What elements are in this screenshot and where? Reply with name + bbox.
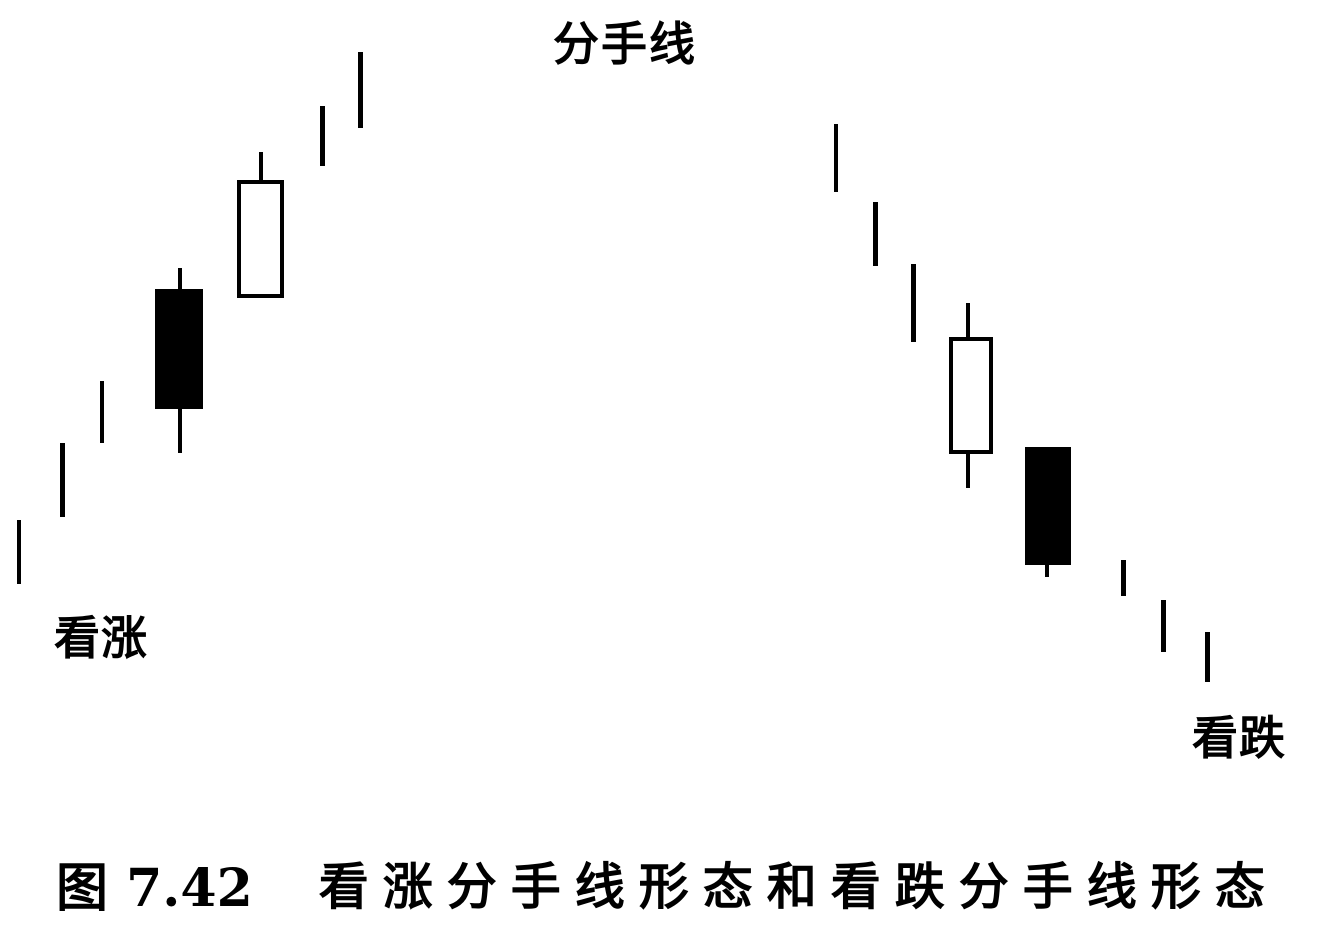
bear-trend-line-5 bbox=[1161, 600, 1166, 652]
bear-black-candle-body bbox=[1025, 447, 1071, 565]
bull-trend-line-3 bbox=[100, 381, 104, 443]
bull-black-candle-body bbox=[155, 289, 203, 409]
bullish-label: 看涨 bbox=[54, 611, 148, 665]
bear-black-candle bbox=[1025, 447, 1071, 577]
separating-lines-title: 分手线 bbox=[553, 17, 697, 71]
bull-trend-line-5 bbox=[358, 52, 363, 128]
bull-black-candle-lower-wick bbox=[178, 409, 182, 453]
bear-black-candle-lower-wick bbox=[1045, 565, 1049, 577]
bearish-pattern-group bbox=[834, 124, 1210, 682]
bear-trend-line-3 bbox=[911, 264, 916, 342]
bear-white-candle-lower-wick bbox=[966, 452, 970, 488]
bull-trend-line-2 bbox=[60, 443, 65, 517]
bull-trend-line-1 bbox=[17, 520, 21, 584]
figure-caption-text: 看涨分手线形态和看跌分手线形态 bbox=[318, 857, 1279, 916]
bear-trend-line-1 bbox=[834, 124, 838, 192]
bearish-label: 看跌 bbox=[1192, 711, 1286, 765]
bullish-pattern-group bbox=[17, 52, 363, 584]
bull-trend-line-4 bbox=[320, 106, 325, 166]
bear-trend-line-2 bbox=[873, 202, 878, 266]
bear-white-candle-body bbox=[949, 337, 993, 454]
bear-trend-line-4 bbox=[1121, 560, 1126, 596]
bear-white-candle-upper-wick bbox=[966, 303, 970, 339]
bull-black-candle bbox=[155, 268, 203, 453]
figure-number: 图 7.42 bbox=[56, 857, 253, 919]
bull-black-candle-upper-wick bbox=[178, 268, 182, 290]
bear-trend-line-6 bbox=[1205, 632, 1210, 682]
figure-caption: 图 7.42 看涨分手线形态和看跌分手线形态 bbox=[56, 848, 1279, 919]
bull-white-candle-upper-wick bbox=[259, 152, 263, 182]
bull-white-candle-body bbox=[237, 180, 284, 298]
bear-white-candle bbox=[949, 303, 993, 488]
bull-white-candle bbox=[237, 152, 284, 298]
